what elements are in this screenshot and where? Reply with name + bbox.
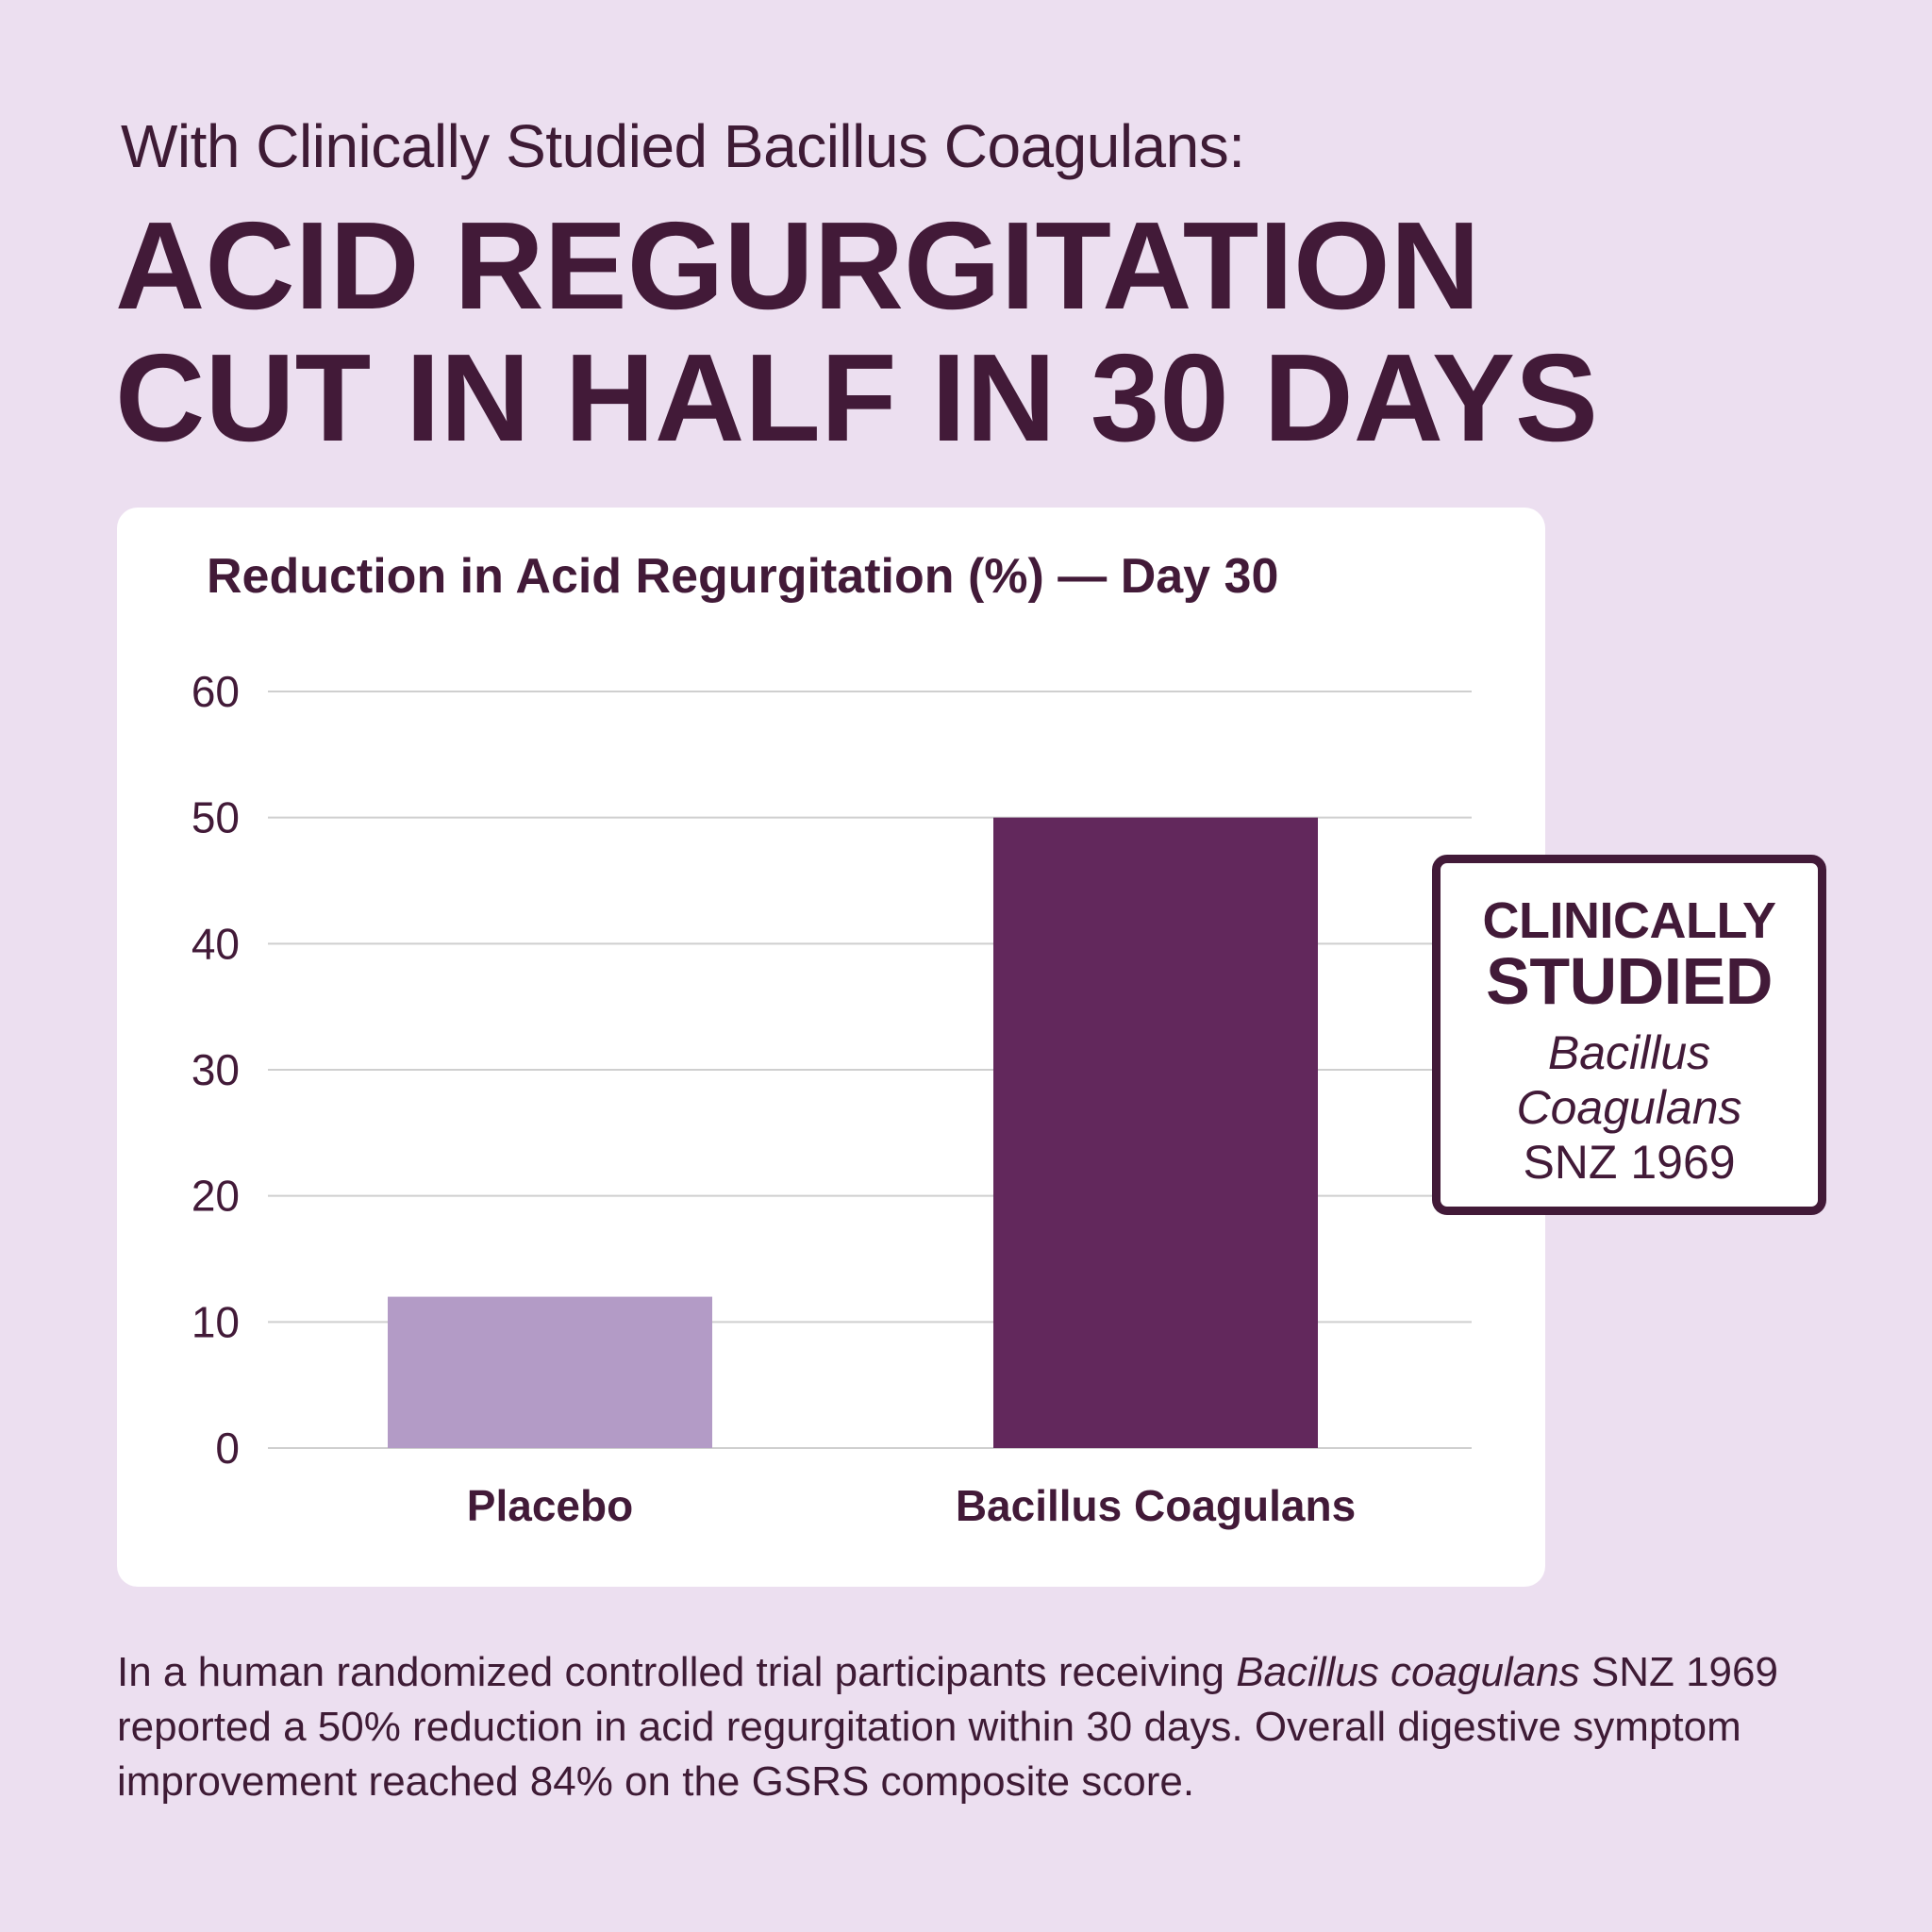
y-tick-label-10: 10	[192, 1297, 240, 1346]
chart-card: Reduction in Acid Regurgitation (%) — Da…	[117, 508, 1545, 1587]
chart-title: Reduction in Acid Regurgitation (%) — Da…	[207, 549, 1278, 604]
y-axis-ticks: 0 10 20 30 40 50 60	[192, 667, 240, 1473]
y-tick-label-60: 60	[192, 667, 240, 716]
study-caption: In a human randomized controlled trial p…	[117, 1645, 1815, 1809]
headline: ACID REGURGITATION CUT IN HALF IN 30 DAY…	[115, 200, 1598, 464]
y-tick-label-30: 30	[192, 1045, 240, 1094]
bar-bacillus-coagulans	[993, 817, 1318, 1448]
x-label-bacillus-coagulans: Bacillus Coagulans	[956, 1481, 1356, 1530]
badge-line-5: SNZ 1969	[1523, 1136, 1736, 1189]
bar-chart: Reduction in Acid Regurgitation (%) — Da…	[192, 549, 1472, 1530]
x-label-placebo: Placebo	[467, 1481, 633, 1530]
y-tick-label-0: 0	[215, 1424, 240, 1473]
y-tick-label-50: 50	[192, 793, 240, 842]
headline-line-2: CUT IN HALF IN 30 DAYS	[115, 328, 1599, 467]
badge-line-1: CLINICALLY	[1482, 892, 1776, 949]
y-tick-label-20: 20	[192, 1172, 240, 1221]
chart-bars	[388, 817, 1318, 1448]
y-tick-label-40: 40	[192, 919, 240, 968]
x-axis-labels: Placebo Bacillus Coagulans	[467, 1481, 1356, 1530]
caption-part-2: SNZ 1969 reported a 50% reduction in aci…	[117, 1649, 1778, 1805]
badge-line-3: Bacillus	[1547, 1026, 1711, 1079]
clinically-studied-badge: CLINICALLY STUDIED Bacillus Coagulans SN…	[1432, 855, 1826, 1215]
badge-line-2: STUDIED	[1486, 944, 1773, 1018]
eyebrow-text: With Clinically Studied Bacillus Coagula…	[121, 112, 1245, 180]
badge-line-4: Coagulans	[1516, 1081, 1742, 1134]
caption-part-1: In a human randomized controlled trial p…	[117, 1649, 1237, 1695]
headline-line-1: ACID REGURGITATION	[115, 196, 1481, 335]
bar-placebo	[388, 1296, 712, 1448]
caption-italic: Bacillus coagulans	[1236, 1649, 1580, 1695]
